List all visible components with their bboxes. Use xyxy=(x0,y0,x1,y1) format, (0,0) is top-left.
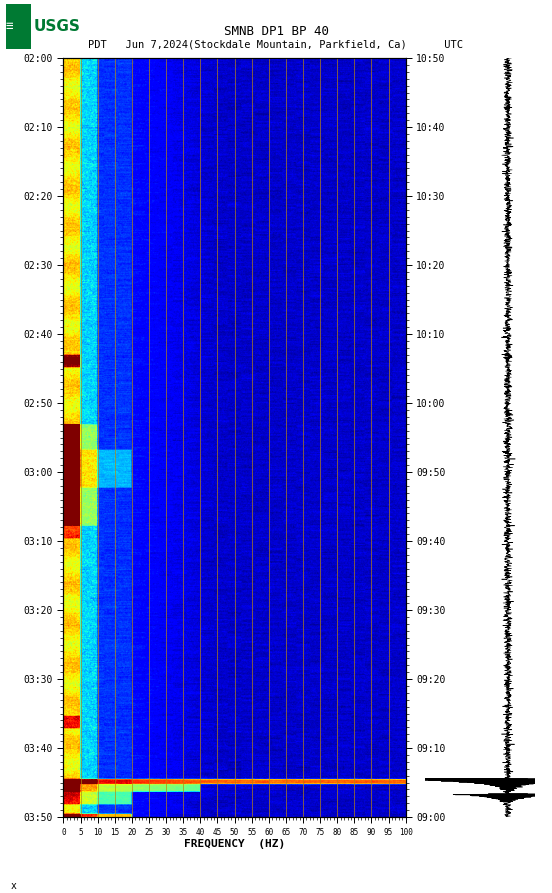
Text: SMNB DP1 BP 40: SMNB DP1 BP 40 xyxy=(224,25,328,38)
Bar xyxy=(6,4,31,49)
Text: ≡: ≡ xyxy=(6,21,13,33)
Text: x: x xyxy=(11,880,17,890)
Text: USGS: USGS xyxy=(33,20,80,34)
X-axis label: FREQUENCY  (HZ): FREQUENCY (HZ) xyxy=(184,839,285,849)
Text: PDT   Jun 7,2024(Stockdale Mountain, Parkfield, Ca)      UTC: PDT Jun 7,2024(Stockdale Mountain, Parkf… xyxy=(88,39,464,50)
